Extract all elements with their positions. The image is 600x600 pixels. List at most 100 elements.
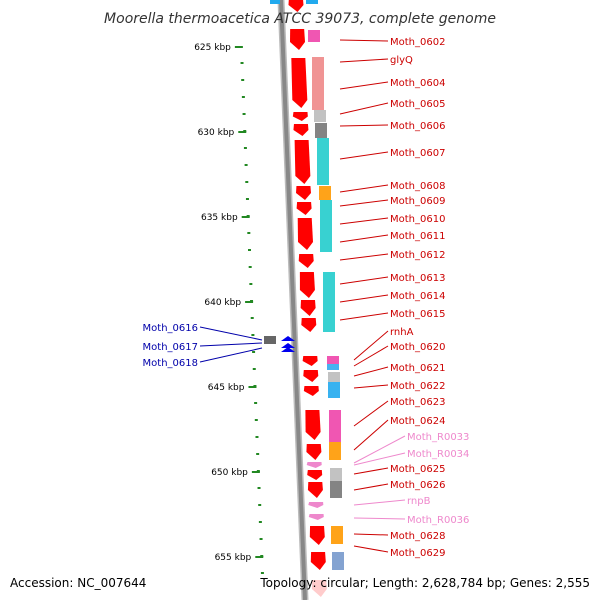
scale-tick-label: 655 kbp — [215, 553, 252, 563]
gene-label-moth_0607: Moth_0607 — [390, 148, 445, 159]
cds-arrow — [299, 272, 315, 298]
function-block — [306, 0, 318, 4]
scale-tick-label: 635 kbp — [201, 213, 238, 223]
leader-line — [199, 326, 263, 341]
function-block — [312, 57, 324, 110]
cds-arrow — [305, 410, 321, 440]
gene-label-moth_0625: Moth_0625 — [390, 464, 445, 475]
leader-line — [353, 366, 389, 377]
gene-label-moth_0622: Moth_0622 — [390, 381, 445, 392]
gene-label-moth_0616: Moth_0616 — [143, 323, 198, 334]
function-block — [328, 382, 340, 398]
scale-tick-label: 625 kbp — [194, 43, 231, 53]
function-block — [330, 481, 342, 498]
gene-label-moth_0612: Moth_0612 — [390, 250, 445, 261]
cds-arrow — [300, 300, 316, 316]
cds-arrow — [306, 462, 322, 468]
leader-line — [199, 342, 263, 347]
gene-label-glyq: glyQ — [390, 55, 413, 66]
gene-label-moth_0623: Moth_0623 — [390, 397, 445, 408]
cds-arrow — [301, 318, 317, 332]
function-block — [329, 410, 341, 442]
leader-line — [339, 253, 389, 261]
cds-arrow — [311, 580, 327, 597]
cds-arrow — [290, 29, 305, 50]
scale-tick-label: 640 kbp — [204, 298, 241, 308]
gene-label-moth_0628: Moth_0628 — [390, 531, 445, 542]
cds-arrow — [302, 356, 318, 366]
gene-label-rnpb: rnpB — [407, 496, 431, 507]
leader-line — [339, 151, 389, 160]
cds-arrow — [308, 514, 324, 520]
cds-arrow — [298, 254, 314, 268]
cds-arrow — [306, 444, 322, 460]
scale-ruler: 625 kbp 630 kbp 635 kbp 640 kbp 645 kbp 650 k… — [194, 43, 264, 574]
leader-line — [353, 330, 389, 361]
gene-label-moth_0606: Moth_0606 — [390, 121, 445, 132]
function-block — [323, 272, 335, 332]
topology-text: Topology: circular; Length: 2,628,784 bp… — [259, 576, 590, 590]
function-block — [332, 552, 344, 570]
leader-line — [199, 347, 263, 363]
cds-arrow — [303, 386, 319, 396]
function-block — [315, 123, 327, 138]
cds-arrow — [307, 482, 323, 498]
gene-label-moth_0604: Moth_0604 — [390, 78, 445, 89]
gene-label-moth_r0034: Moth_R0034 — [407, 449, 469, 460]
cds-arrow — [294, 140, 311, 184]
leader-line — [339, 81, 389, 90]
gene-labels: Moth_0602 glyQ Moth_0604 Moth_0605 Moth_0606… — [143, 37, 470, 559]
function-block — [320, 200, 332, 252]
reverse-arrow — [281, 343, 295, 348]
leader-line — [353, 384, 389, 389]
cds-arrow — [297, 218, 313, 250]
function-block — [319, 186, 331, 200]
gene-label-moth_0621: Moth_0621 — [390, 363, 445, 374]
scale-tick-label: 650 kbp — [211, 468, 248, 478]
cds-arrow — [309, 526, 325, 545]
cds-arrow — [307, 470, 323, 480]
function-block — [317, 138, 329, 185]
leader-line — [339, 102, 389, 115]
function-block — [330, 468, 342, 481]
cds-arrow — [293, 124, 309, 136]
gene-label-moth_r0033: Moth_R0033 — [407, 432, 469, 443]
gene-label-moth_0609: Moth_0609 — [390, 196, 445, 207]
function-block — [328, 372, 340, 382]
leader-line — [339, 58, 389, 63]
reverse-arrow — [281, 336, 295, 341]
function-block — [264, 336, 276, 344]
scale-tick-label: 630 kbp — [198, 128, 235, 138]
function-block — [314, 110, 326, 122]
gene-label-moth_r0036: Moth_R0036 — [407, 515, 469, 526]
function-block — [308, 30, 320, 42]
accession-text: Accession: NC_007644 — [10, 576, 146, 590]
cds-arrow — [310, 552, 326, 570]
gene-label-moth_0602: Moth_0602 — [390, 37, 445, 48]
function-block — [331, 526, 343, 544]
cds-arrow — [308, 502, 324, 508]
leader-line — [353, 452, 406, 466]
function-block — [329, 442, 341, 460]
gene-label-moth_0614: Moth_0614 — [390, 291, 445, 302]
gene-label-moth_0617: Moth_0617 — [143, 342, 198, 353]
cds-arrow — [296, 202, 312, 215]
reverse-arrow — [281, 347, 295, 352]
gene-label-moth_0615: Moth_0615 — [390, 309, 445, 320]
gene-label-moth_0618: Moth_0618 — [143, 358, 198, 369]
gene-label-moth_0629: Moth_0629 — [390, 548, 445, 559]
map-title: Moorella thermoacetica ATCC 39073, compl… — [104, 11, 496, 27]
leader-line — [339, 234, 389, 243]
leader-lines — [199, 39, 406, 553]
gene-label-rnha: rnhA — [390, 327, 414, 338]
leader-line — [339, 312, 389, 321]
cds-arrow — [291, 58, 308, 108]
gene-label-moth_0605: Moth_0605 — [390, 99, 445, 110]
leader-line — [339, 294, 389, 303]
gene-label-moth_0610: Moth_0610 — [390, 214, 445, 225]
leader-line — [353, 533, 389, 536]
function-block — [270, 0, 280, 4]
feature-track — [264, 0, 344, 597]
leader-line — [339, 276, 389, 285]
